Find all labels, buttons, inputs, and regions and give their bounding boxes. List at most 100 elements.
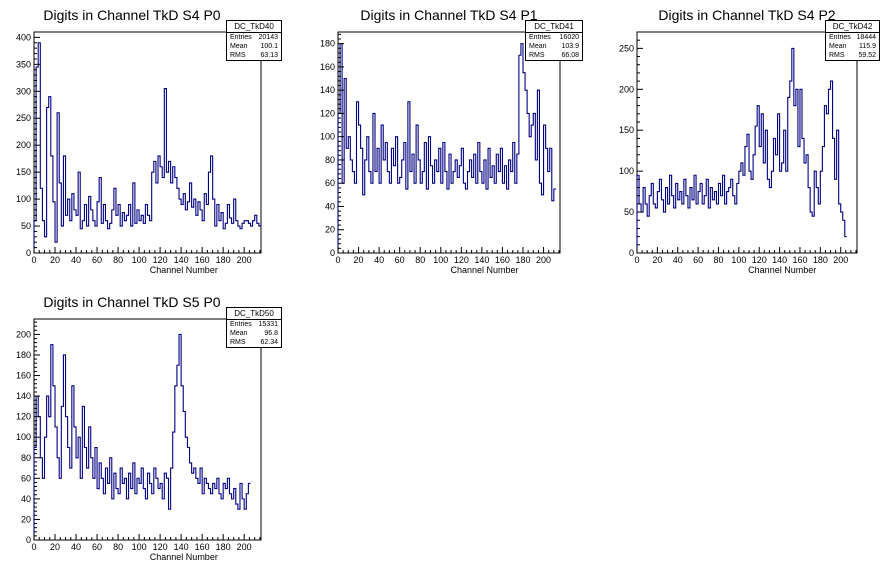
- chart-title: Digits in Channel TkD S4 P2: [658, 7, 836, 23]
- y-tick-label: 40: [21, 494, 31, 504]
- x-tick-label: 120: [752, 255, 767, 265]
- x-tick-label: 140: [474, 255, 489, 265]
- y-tick-label: 40: [325, 201, 335, 211]
- stats-box: DC_TkD41 Entries 16020 Mean 103.9 RMS 66.08: [525, 20, 583, 61]
- y-tick-label: 60: [21, 473, 31, 483]
- y-tick-label: 120: [16, 412, 31, 422]
- x-axis-title: Channel Number: [150, 265, 218, 275]
- y-tick-label: 50: [21, 221, 31, 231]
- y-tick-label: 20: [21, 514, 31, 524]
- chart-title: Digits in Channel TkD S5 P0: [43, 294, 221, 310]
- y-tick-label: 0: [629, 248, 634, 258]
- x-tick-label: 40: [71, 542, 81, 552]
- y-tick-label: 250: [619, 43, 634, 53]
- stats-name: DC_TkD40: [227, 21, 281, 33]
- stats-name: DC_TkD41: [526, 21, 582, 33]
- histogram-pad-s5p0: Digits in Channel TkD S5 P0 0 20 40 60 80 100…: [0, 287, 298, 574]
- y-tick-label: 400: [16, 32, 31, 42]
- x-tick-label: 100: [731, 255, 746, 265]
- x-tick-label: 200: [833, 255, 848, 265]
- y-tick-label: 300: [16, 86, 31, 96]
- x-tick-label: 120: [454, 255, 469, 265]
- histogram-line: [636, 47, 847, 253]
- y-tick-label: 0: [26, 535, 31, 545]
- y-tick-label: 0: [26, 248, 31, 258]
- x-tick-label: 100: [132, 542, 147, 552]
- x-tick-label: 180: [813, 255, 828, 265]
- y-tick-label: 140: [320, 85, 335, 95]
- y-tick-label: 100: [16, 432, 31, 442]
- stats-row-rms: RMS 59.52: [829, 52, 876, 59]
- x-tick-label: 140: [174, 542, 189, 552]
- x-tick-label: 140: [772, 255, 787, 265]
- x-tick-label: 80: [113, 255, 123, 265]
- y-tick-label: 150: [619, 125, 634, 135]
- x-tick-label: 60: [92, 255, 102, 265]
- y-tick-label: 200: [16, 140, 31, 150]
- x-tick-label: 200: [237, 255, 252, 265]
- stats-row-entries: Entries 20143: [230, 34, 278, 41]
- x-tick-label: 20: [354, 255, 364, 265]
- stats-row-mean: Mean 103.9: [529, 43, 579, 50]
- x-tick-label: 140: [174, 255, 189, 265]
- x-tick-label: 0: [634, 255, 639, 265]
- plot-area: 0 20 40 60 80 100 120 140 160 180 200 0 50 100 150 200 2…: [619, 31, 858, 275]
- stats-row-rms: RMS 63.13: [230, 52, 278, 59]
- x-tick-label: 200: [536, 255, 551, 265]
- x-tick-label: 60: [395, 255, 405, 265]
- y-tick-label: 160: [320, 62, 335, 72]
- x-tick-label: 160: [792, 255, 807, 265]
- plot-area: 0 20 40 60 80 100 120 140 160 180 200 0 20 40 60 80 100 1…: [320, 31, 561, 275]
- x-tick-label: 0: [335, 255, 340, 265]
- histogram-pad-s4p1: Digits in Channel TkD S4 P1 0 20 40 60 80 100…: [298, 0, 597, 287]
- stats-row-entries: Entries 16020: [529, 34, 579, 41]
- x-tick-label: 180: [515, 255, 530, 265]
- plot-frame: [33, 318, 262, 541]
- y-tick-label: 0: [330, 248, 335, 258]
- x-tick-label: 180: [216, 255, 231, 265]
- y-tick-label: 50: [624, 207, 634, 217]
- stats-row-entries: Entries 15331: [230, 321, 278, 328]
- chart-title: Digits in Channel TkD S4 P0: [43, 7, 221, 23]
- plot-area: 0 20 40 60 80 100 120 140 160 180 200 0 20 40 60 80 100 1…: [16, 318, 262, 562]
- y-tick-label: 100: [619, 166, 634, 176]
- stats-name: DC_TkD50: [227, 308, 281, 320]
- histogram-line: [337, 43, 556, 253]
- x-tick-label: 120: [153, 255, 168, 265]
- stats-row-rms: RMS 66.08: [529, 52, 579, 59]
- y-tick-label: 200: [619, 84, 634, 94]
- y-tick-label: 350: [16, 59, 31, 69]
- stats-name: DC_TkD42: [826, 21, 879, 33]
- x-tick-label: 160: [495, 255, 510, 265]
- y-tick-label: 100: [16, 194, 31, 204]
- y-tick-label: 120: [320, 108, 335, 118]
- y-tick-label: 180: [16, 350, 31, 360]
- x-tick-label: 120: [153, 542, 168, 552]
- x-tick-label: 80: [415, 255, 425, 265]
- x-tick-label: 100: [132, 255, 147, 265]
- y-tick-label: 100: [320, 132, 335, 142]
- y-tick-label: 80: [325, 155, 335, 165]
- y-tick-label: 150: [16, 167, 31, 177]
- x-axis-title: Channel Number: [748, 265, 816, 275]
- x-tick-label: 0: [31, 542, 36, 552]
- histogram-pad-s4p0: Digits in Channel TkD S4 P0 0 20 40 60 80 100…: [0, 0, 298, 287]
- stats-row-mean: Mean 96.8: [230, 330, 278, 337]
- x-tick-label: 40: [374, 255, 384, 265]
- x-tick-label: 60: [693, 255, 703, 265]
- y-tick-label: 80: [21, 453, 31, 463]
- x-tick-label: 0: [31, 255, 36, 265]
- x-tick-label: 80: [713, 255, 723, 265]
- x-tick-label: 40: [71, 255, 81, 265]
- stats-row-rms: RMS 62.34: [230, 339, 278, 346]
- x-tick-label: 160: [195, 255, 210, 265]
- x-tick-label: 20: [50, 255, 60, 265]
- stats-box: DC_TkD50 Entries 15331 Mean 96.8 RMS 62.34: [226, 307, 282, 348]
- y-tick-label: 160: [16, 371, 31, 381]
- x-tick-label: 100: [433, 255, 448, 265]
- plot-frame: [33, 31, 262, 254]
- y-tick-label: 140: [16, 391, 31, 401]
- x-tick-label: 180: [216, 542, 231, 552]
- x-tick-label: 20: [652, 255, 662, 265]
- y-tick-label: 200: [16, 329, 31, 339]
